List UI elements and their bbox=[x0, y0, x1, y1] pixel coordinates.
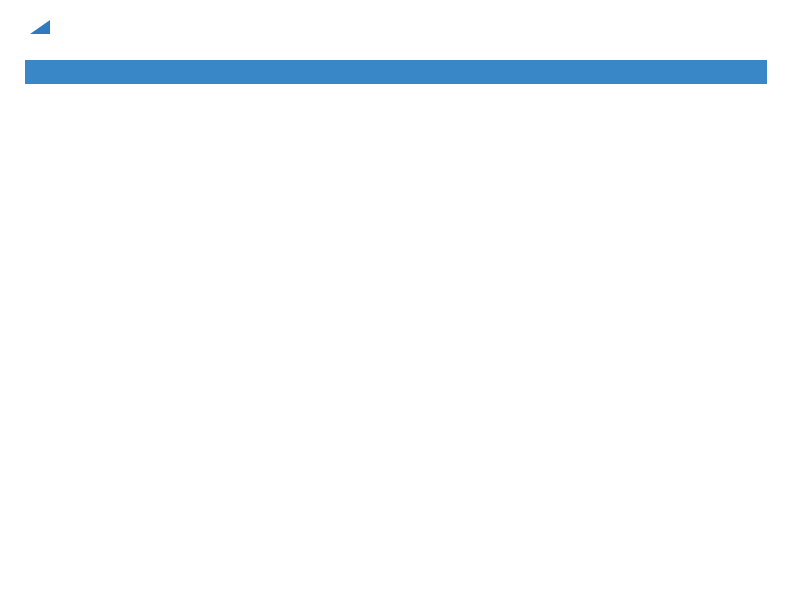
logo-triangle-icon bbox=[30, 16, 50, 34]
weekday-header bbox=[131, 60, 237, 84]
weekday-header bbox=[449, 60, 555, 84]
calendar-table bbox=[25, 60, 767, 84]
weekday-header bbox=[25, 60, 131, 84]
weekday-header bbox=[343, 60, 449, 84]
header bbox=[0, 0, 792, 52]
weekday-header-row bbox=[25, 60, 767, 84]
weekday-header bbox=[237, 60, 343, 84]
weekday-header bbox=[555, 60, 661, 84]
logo bbox=[28, 20, 32, 42]
weekday-header bbox=[661, 60, 767, 84]
